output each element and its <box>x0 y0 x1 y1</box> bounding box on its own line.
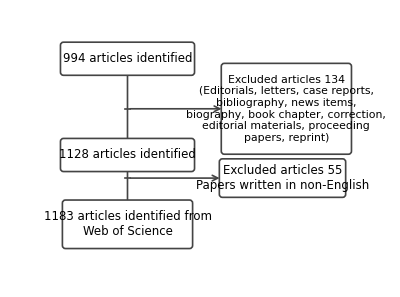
Text: 1183 articles identified from
Web of Science: 1183 articles identified from Web of Sci… <box>44 210 212 238</box>
FancyBboxPatch shape <box>221 63 352 154</box>
Text: 1128 articles identified: 1128 articles identified <box>59 148 196 162</box>
FancyBboxPatch shape <box>60 138 194 172</box>
Text: 994 articles identified: 994 articles identified <box>63 52 192 65</box>
Text: Excluded articles 55
Papers written in non-English: Excluded articles 55 Papers written in n… <box>196 164 369 192</box>
FancyBboxPatch shape <box>60 42 194 75</box>
FancyBboxPatch shape <box>62 200 193 249</box>
FancyBboxPatch shape <box>219 159 346 197</box>
Text: Excluded articles 134
(Editorials, letters, case reports,
bibliography, news ite: Excluded articles 134 (Editorials, lette… <box>186 75 386 143</box>
